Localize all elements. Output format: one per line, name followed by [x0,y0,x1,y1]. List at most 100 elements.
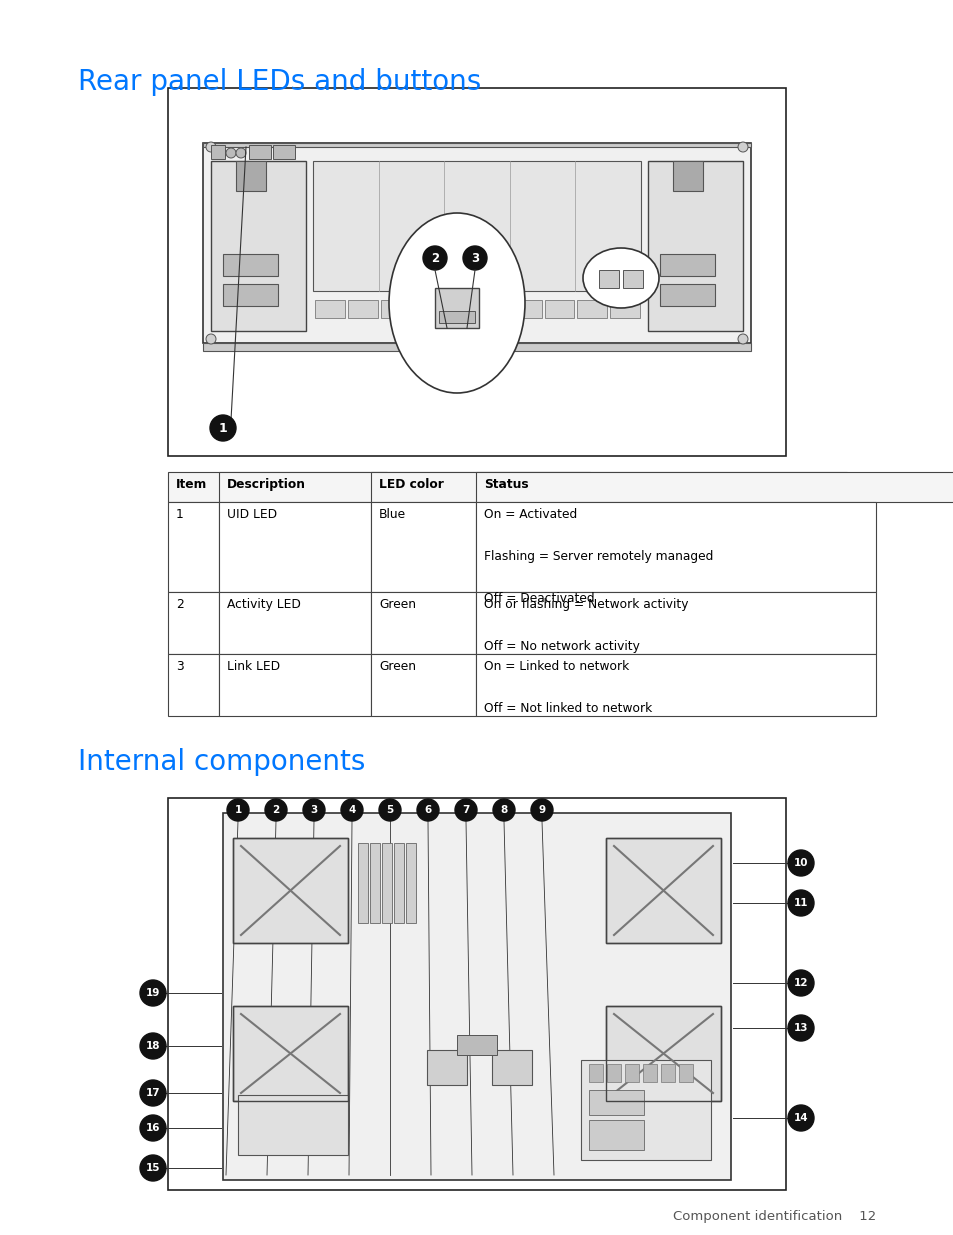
Circle shape [140,981,166,1007]
Bar [544,300,574,317]
Circle shape [787,850,813,876]
Bar [233,1007,348,1100]
Bar [659,284,714,306]
Bar [168,88,785,456]
Circle shape [303,799,325,821]
Text: On = Activated

Flashing = Server remotely managed

Off = Deactivated: On = Activated Flashing = Server remotel… [483,508,713,605]
Circle shape [416,799,438,821]
Bar [679,1065,692,1082]
Text: 2: 2 [431,252,438,264]
Bar [659,254,714,275]
Bar [219,655,371,716]
Bar [624,1065,639,1082]
Text: 17: 17 [146,1088,160,1098]
Bar [478,300,508,317]
Circle shape [206,142,215,152]
Text: 15: 15 [146,1163,160,1173]
Circle shape [206,333,215,345]
Circle shape [227,799,249,821]
Text: Rear panel LEDs and buttons: Rear panel LEDs and buttons [78,68,480,96]
Circle shape [738,142,747,152]
Circle shape [265,799,287,821]
Bar [598,270,618,288]
Text: 6: 6 [424,805,431,815]
Bar [606,1065,620,1082]
Text: 3: 3 [471,252,478,264]
Circle shape [422,246,447,270]
Bar [605,839,720,944]
Text: 12: 12 [793,978,807,988]
Bar [348,300,377,317]
Bar [476,501,875,592]
Circle shape [462,246,486,270]
Bar [381,844,392,923]
Text: 19: 19 [146,988,160,998]
Circle shape [493,799,515,821]
Circle shape [140,1079,166,1107]
Bar [168,501,219,592]
Bar [219,501,371,592]
Text: Description: Description [227,478,306,492]
Bar [223,254,277,275]
Bar [476,592,875,655]
Text: 1: 1 [175,508,184,521]
Text: Link LED: Link LED [227,659,280,673]
Circle shape [531,799,553,821]
Bar [476,472,953,501]
Bar [223,284,277,306]
Bar [211,161,306,331]
Bar [642,1065,657,1082]
Bar [370,844,379,923]
Text: 11: 11 [793,898,807,908]
Ellipse shape [389,212,524,393]
Text: 1: 1 [234,805,241,815]
Bar [394,844,403,923]
Text: Green: Green [378,598,416,611]
Bar [605,839,720,944]
Text: Item: Item [175,478,207,492]
Bar [660,1065,675,1082]
Bar [233,839,348,944]
Bar [588,1091,643,1115]
Bar [233,839,348,944]
Bar [237,1095,348,1155]
Bar [371,592,476,655]
Bar [203,343,750,351]
Circle shape [235,148,246,158]
Text: UID LED: UID LED [227,508,276,521]
Circle shape [340,799,363,821]
Bar [492,1050,532,1086]
Bar [446,300,476,317]
Circle shape [455,799,476,821]
Bar [168,798,785,1191]
Bar [168,592,219,655]
Bar [605,1007,720,1100]
Bar [233,1007,348,1100]
Text: 9: 9 [537,805,545,815]
Bar [456,1035,497,1055]
Bar [219,592,371,655]
Bar [219,472,590,501]
Bar [314,300,344,317]
Text: 5: 5 [386,805,394,815]
Circle shape [787,890,813,916]
Circle shape [787,969,813,995]
Text: On = Linked to network

Off = Not linked to network: On = Linked to network Off = Not linked … [483,659,652,715]
Bar [168,472,387,501]
Text: 13: 13 [793,1023,807,1032]
Circle shape [140,1115,166,1141]
Circle shape [140,1032,166,1058]
Bar [647,161,742,331]
Bar [622,270,642,288]
Bar [357,844,368,923]
Bar [435,288,478,329]
Text: 8: 8 [500,805,507,815]
Bar [223,813,730,1179]
Text: 16: 16 [146,1123,160,1132]
Text: 18: 18 [146,1041,160,1051]
Bar [371,472,846,501]
Text: 3: 3 [310,805,317,815]
Text: 3: 3 [175,659,184,673]
Bar [476,655,875,716]
Text: Activity LED: Activity LED [227,598,300,611]
